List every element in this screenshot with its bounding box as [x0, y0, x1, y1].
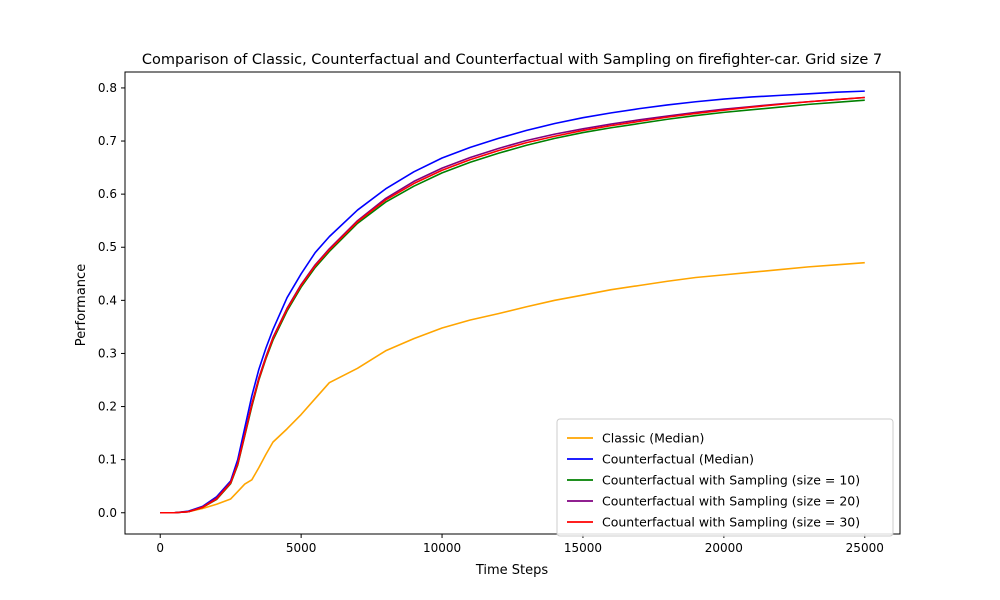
- axes-frame: [124, 71, 901, 535]
- series-line-2: [160, 90, 865, 514]
- x-tick-label: 5000: [286, 541, 317, 555]
- legend-entry: Counterfactual with Sampling (size = 30): [602, 515, 860, 530]
- legend-entry: Counterfactual with Sampling (size = 10): [602, 473, 860, 488]
- y-tick-label: 0.0: [98, 506, 117, 520]
- y-tick-label: 0.5: [98, 240, 117, 254]
- y-tick-label: 0.6: [98, 187, 117, 201]
- legend-entry: Counterfactual (Median): [602, 452, 754, 467]
- x-axis-label: Time Steps: [475, 563, 549, 578]
- plot-area: [160, 90, 865, 514]
- legend: Classic (Median) Counterfactual (Median) C…: [556, 418, 894, 537]
- x-tick-label: 25000: [846, 541, 884, 555]
- y-axis-label: Performance: [74, 264, 89, 346]
- y-tick-label: 0.1: [98, 453, 117, 467]
- series-line-1: [160, 261, 865, 514]
- legend-entry: Counterfactual with Sampling (size = 20): [602, 494, 860, 509]
- series-line-5: [160, 96, 865, 514]
- x-tick-label: 10000: [423, 541, 461, 555]
- legend-box: [556, 418, 894, 537]
- axes: 0 5000 10000 15000 20000 25000 0.0 0.1 0.2 0.3 0.4…: [98, 71, 901, 555]
- y-tick-label: 0.2: [98, 400, 117, 414]
- y-tick-label: 0.8: [98, 81, 117, 95]
- x-tick-label: 20000: [705, 541, 743, 555]
- chart-title: Comparison of Classic, Counterfactual an…: [142, 52, 882, 68]
- y-tick-label: 0.4: [98, 293, 117, 307]
- y-tick-label: 0.3: [98, 346, 117, 360]
- y-tick-label: 0.7: [98, 134, 117, 148]
- x-tick-label: 15000: [564, 541, 602, 555]
- x-tick-label: 0: [156, 541, 164, 555]
- legend-entry: Classic (Median): [602, 431, 704, 446]
